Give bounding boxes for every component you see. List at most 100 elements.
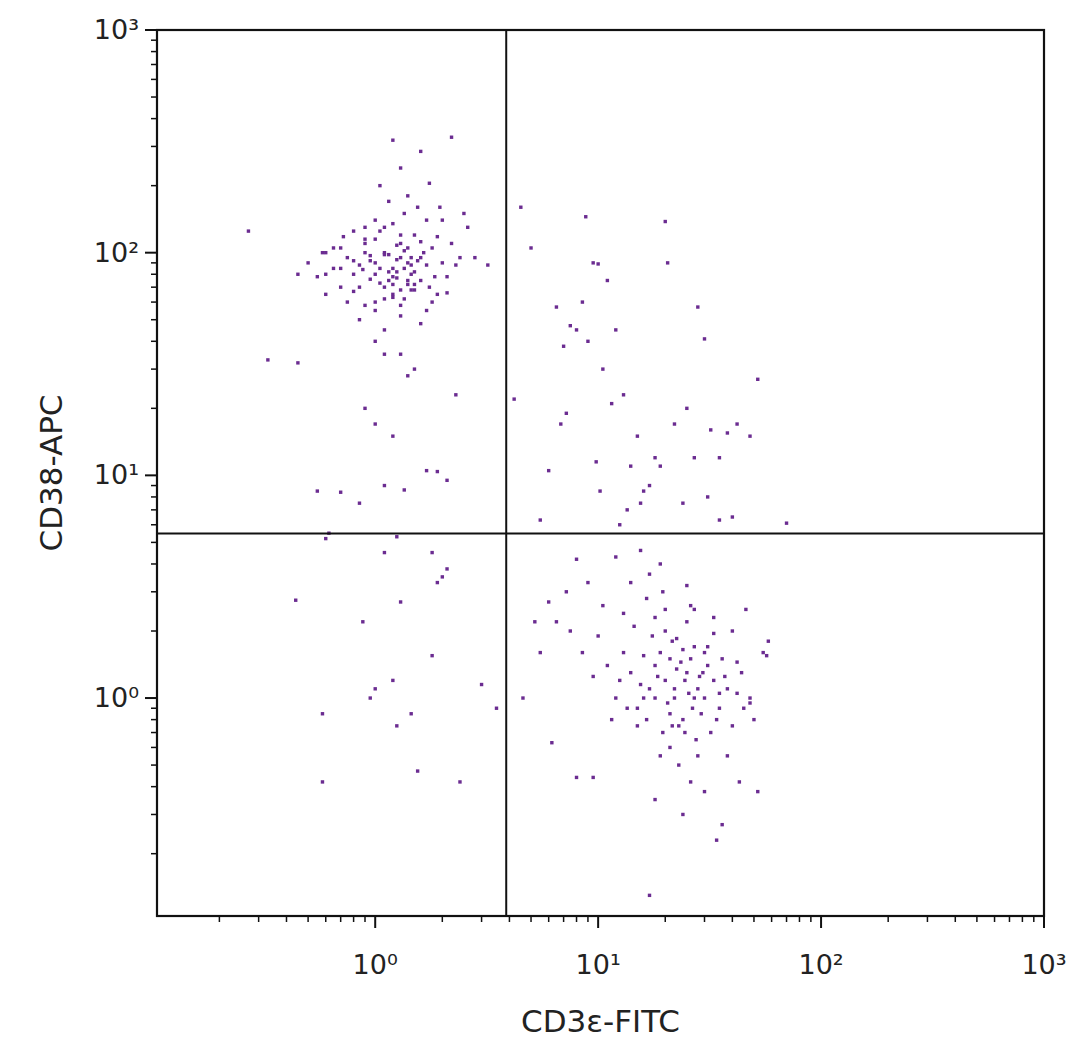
minor-tick — [151, 509, 157, 511]
point — [361, 268, 364, 271]
point — [441, 575, 444, 578]
point — [406, 283, 409, 286]
point — [430, 654, 433, 657]
minor-tick — [151, 719, 157, 721]
x-tick-label: 10³ — [1021, 949, 1066, 980]
point — [369, 278, 372, 281]
x-tick-label: 10⁰ — [353, 949, 398, 980]
point — [677, 724, 680, 727]
point — [409, 256, 412, 259]
minor-tick — [1022, 916, 1024, 922]
point — [689, 780, 692, 783]
point — [399, 166, 402, 169]
point — [668, 657, 671, 660]
point — [458, 256, 461, 259]
point — [425, 309, 428, 312]
point — [625, 508, 628, 511]
point — [430, 246, 433, 249]
point — [399, 233, 402, 236]
point — [361, 620, 364, 623]
point — [403, 297, 406, 300]
plot-frame — [157, 30, 1044, 916]
point — [419, 279, 422, 282]
minor-tick — [151, 485, 157, 487]
point — [591, 261, 594, 264]
minor-tick — [732, 916, 734, 922]
point — [480, 683, 483, 686]
minor-tick — [151, 853, 157, 855]
point — [586, 581, 589, 584]
point — [575, 558, 578, 561]
point — [539, 651, 542, 654]
point — [383, 297, 386, 300]
point — [738, 780, 741, 783]
minor-tick — [151, 64, 157, 66]
point — [346, 300, 349, 303]
point — [391, 293, 394, 296]
point — [445, 479, 448, 482]
point — [339, 246, 342, 249]
point — [756, 378, 759, 381]
point — [428, 285, 431, 288]
point — [698, 675, 701, 678]
point — [586, 340, 589, 343]
point — [565, 590, 568, 593]
point — [547, 469, 550, 472]
minor-tick — [753, 916, 755, 922]
point — [403, 267, 406, 270]
minor-tick — [325, 916, 327, 922]
point — [645, 597, 648, 600]
point — [529, 246, 532, 249]
point — [391, 222, 394, 225]
point — [685, 671, 688, 674]
point — [659, 754, 662, 757]
y-axis-title: CD38-APC — [33, 394, 69, 551]
minor-tick — [704, 916, 706, 922]
minor-tick — [530, 916, 532, 922]
point — [391, 275, 394, 278]
point — [648, 484, 651, 487]
point — [565, 412, 568, 415]
point — [332, 267, 335, 270]
point — [406, 246, 409, 249]
y-tick-label: 10² — [94, 237, 139, 268]
point — [369, 696, 372, 699]
point — [765, 654, 768, 657]
point — [706, 495, 709, 498]
point — [296, 273, 299, 276]
point — [403, 249, 406, 252]
point — [363, 242, 366, 245]
point — [693, 608, 696, 611]
point — [584, 215, 587, 218]
point — [614, 696, 617, 699]
point — [378, 184, 381, 187]
point — [720, 657, 723, 660]
point — [374, 340, 377, 343]
point — [512, 397, 515, 400]
y-tick — [145, 29, 157, 31]
point — [378, 267, 381, 270]
minor-tick — [1009, 916, 1011, 922]
point — [555, 620, 558, 623]
point — [383, 484, 386, 487]
point — [399, 288, 402, 291]
point — [342, 235, 345, 238]
point — [374, 261, 377, 264]
point — [687, 692, 690, 695]
point — [425, 218, 428, 221]
point — [403, 212, 406, 215]
point — [693, 696, 696, 699]
point — [454, 263, 457, 266]
minor-tick — [887, 916, 889, 922]
point — [673, 696, 676, 699]
point — [653, 456, 656, 459]
point — [731, 629, 734, 632]
point — [374, 687, 377, 690]
y-tick-label: 10⁰ — [94, 682, 139, 713]
point — [681, 813, 684, 816]
point — [636, 724, 639, 727]
point — [629, 464, 632, 467]
point — [614, 555, 617, 558]
point — [324, 537, 327, 540]
point — [693, 456, 696, 459]
